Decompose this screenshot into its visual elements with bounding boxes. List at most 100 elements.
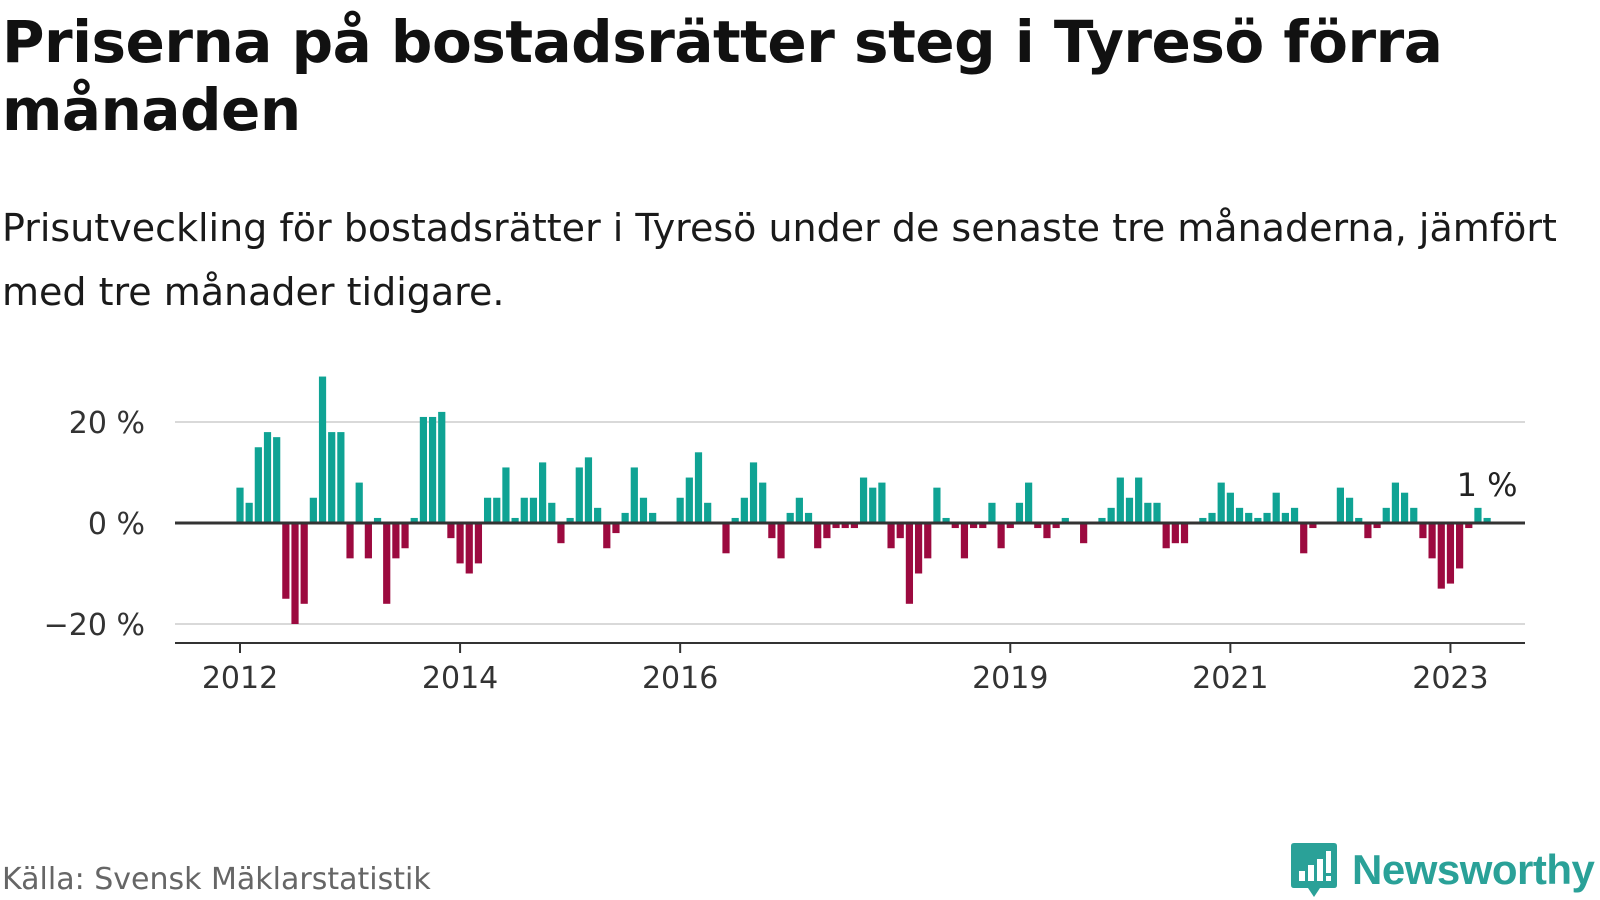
bar bbox=[1428, 523, 1436, 559]
gridlines bbox=[175, 421, 1525, 625]
bar bbox=[1382, 507, 1390, 523]
bar bbox=[878, 482, 886, 523]
bar bbox=[1355, 517, 1363, 523]
bar bbox=[979, 523, 987, 529]
y-axis-tick-labels: −20 % 0 % 20 % bbox=[44, 406, 145, 643]
bar bbox=[557, 523, 565, 544]
bar bbox=[914, 523, 923, 574]
x-tick-label: 2019 bbox=[972, 661, 1048, 696]
bar bbox=[511, 517, 519, 523]
bar bbox=[951, 523, 959, 529]
bar bbox=[924, 523, 932, 559]
bar bbox=[465, 523, 473, 574]
bar bbox=[804, 512, 813, 523]
bar bbox=[749, 462, 758, 523]
bar bbox=[1098, 517, 1106, 523]
bar bbox=[859, 477, 868, 523]
bar bbox=[1107, 507, 1115, 523]
newsworthy-logo-text: Newsworthy bbox=[1352, 846, 1595, 893]
bar bbox=[520, 497, 528, 523]
bar bbox=[1125, 497, 1134, 523]
bar bbox=[236, 487, 244, 523]
bar bbox=[1208, 512, 1216, 523]
bar bbox=[612, 523, 620, 534]
bar bbox=[300, 523, 308, 604]
bar bbox=[355, 482, 363, 523]
x-tick-label: 2016 bbox=[642, 661, 718, 696]
bar bbox=[1171, 523, 1179, 544]
bar-chart: −20 % 0 % 20 % 2012 2014 2016 2019 2021 2023 1 … bbox=[44, 376, 1525, 696]
bar bbox=[832, 523, 840, 529]
bar bbox=[1006, 523, 1014, 529]
bar bbox=[997, 523, 1005, 549]
bar bbox=[1300, 523, 1308, 554]
bar bbox=[1052, 523, 1060, 529]
bar bbox=[263, 432, 272, 523]
bar bbox=[428, 416, 437, 523]
bar bbox=[942, 517, 950, 523]
bar bbox=[575, 467, 583, 523]
bar bbox=[245, 502, 253, 523]
bar bbox=[364, 523, 372, 559]
bar bbox=[447, 523, 455, 539]
x-tick-label: 2023 bbox=[1412, 661, 1488, 696]
bar bbox=[1015, 502, 1024, 523]
bar bbox=[1043, 523, 1051, 539]
bar bbox=[1226, 492, 1234, 523]
bar bbox=[548, 502, 556, 523]
x-tick-label: 2021 bbox=[1192, 661, 1268, 696]
bar bbox=[685, 477, 693, 523]
bar bbox=[1437, 523, 1445, 589]
bar bbox=[502, 467, 510, 523]
bar bbox=[1245, 512, 1253, 523]
bar bbox=[328, 432, 336, 523]
bar bbox=[1025, 482, 1033, 523]
bar bbox=[694, 452, 703, 523]
bar bbox=[621, 512, 629, 523]
bar bbox=[1135, 477, 1143, 523]
bar bbox=[850, 523, 858, 529]
bar bbox=[273, 437, 281, 523]
chart-title: Priserna på bostadsrätter steg i Tyresö … bbox=[2, 8, 1443, 144]
bar bbox=[383, 523, 391, 604]
bar bbox=[392, 523, 400, 559]
bar bbox=[795, 497, 803, 523]
bar bbox=[1309, 523, 1317, 529]
bar bbox=[456, 523, 464, 564]
bar bbox=[1116, 477, 1124, 523]
bars bbox=[236, 376, 1491, 624]
bar bbox=[869, 487, 877, 523]
bar bbox=[1263, 512, 1271, 523]
latest-value-annotation: 1 % bbox=[1457, 466, 1518, 504]
bar bbox=[1400, 492, 1409, 523]
bar bbox=[1217, 482, 1225, 523]
bar bbox=[346, 523, 354, 559]
bar bbox=[988, 502, 996, 523]
newsworthy-logo-icon bbox=[1291, 843, 1337, 897]
bar bbox=[704, 502, 712, 523]
bar bbox=[905, 523, 914, 604]
bar bbox=[1080, 523, 1088, 544]
bar bbox=[759, 482, 767, 523]
bar bbox=[566, 517, 574, 523]
bar bbox=[474, 523, 483, 564]
source-note: Källa: Svensk Mäklarstatistik bbox=[2, 862, 431, 897]
bar bbox=[1162, 523, 1170, 549]
bar bbox=[309, 497, 317, 523]
bar bbox=[1254, 517, 1262, 523]
y-tick-label: −20 % bbox=[44, 608, 145, 643]
bar bbox=[786, 512, 794, 523]
x-tick-label: 2014 bbox=[422, 661, 498, 696]
bar bbox=[1272, 492, 1280, 523]
x-axis-ticks: 2012 2014 2016 2019 2021 2023 bbox=[202, 643, 1489, 696]
bar bbox=[282, 523, 290, 599]
bar bbox=[254, 447, 262, 523]
bar bbox=[318, 376, 327, 523]
bar bbox=[639, 497, 648, 523]
bar bbox=[1474, 507, 1482, 523]
bar bbox=[483, 497, 492, 523]
bar bbox=[1391, 482, 1400, 523]
bar bbox=[539, 462, 547, 523]
bar bbox=[933, 487, 941, 523]
bar bbox=[1446, 523, 1455, 584]
